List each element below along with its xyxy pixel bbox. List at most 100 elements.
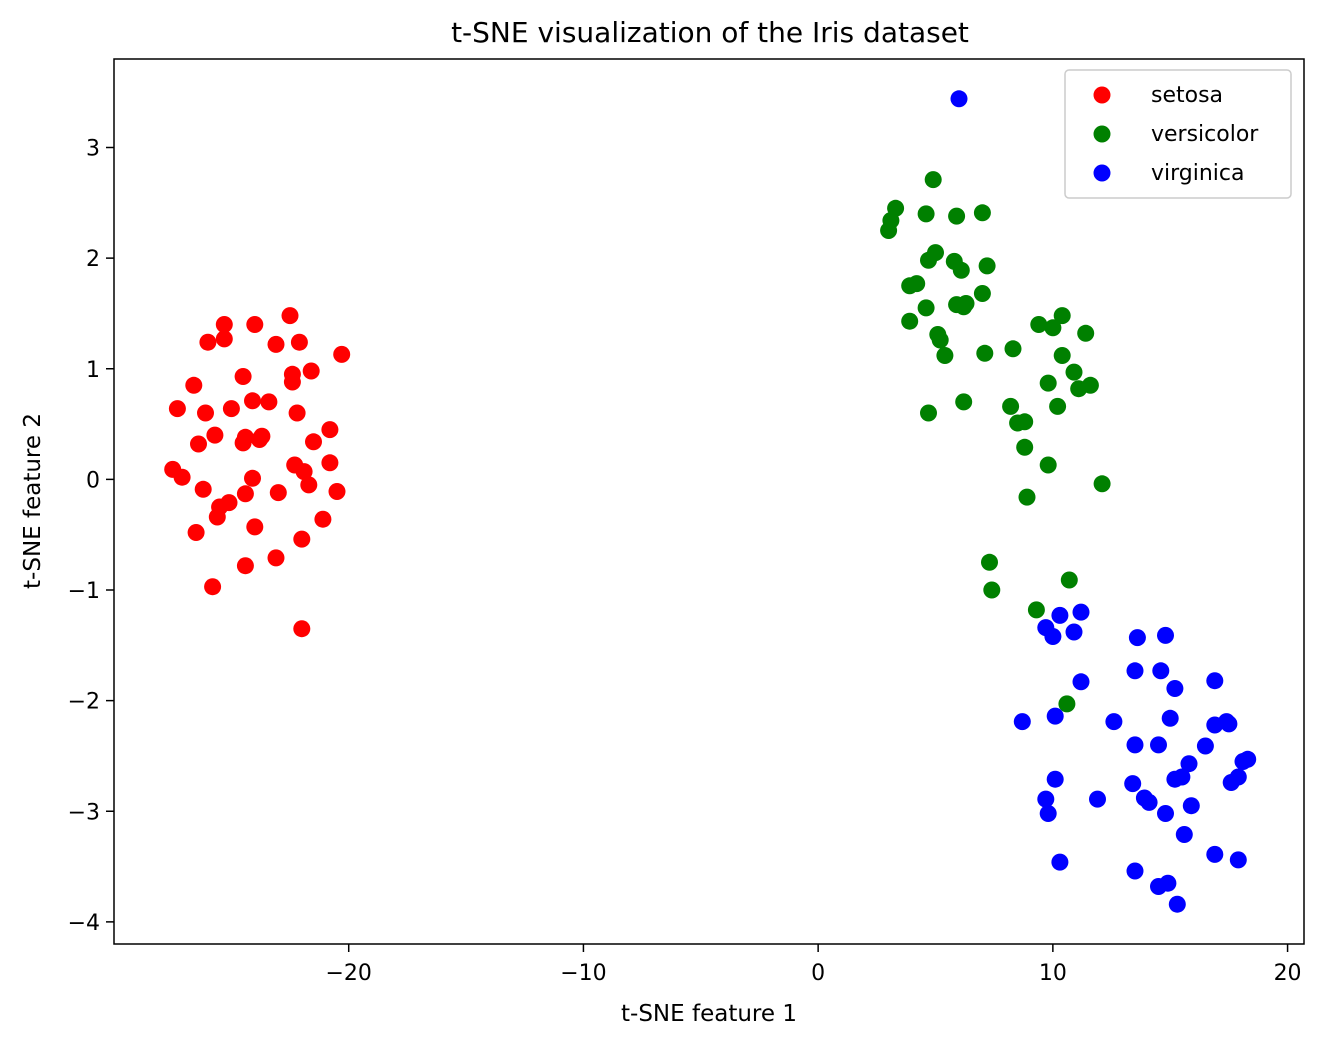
point-versicolor-22: [936, 347, 954, 364]
point-setosa-33: [300, 476, 318, 494]
y-axis-label: t-SNE feature 2: [20, 413, 46, 589]
point-setosa-2: [246, 316, 264, 333]
legend-marker-virginica: [1093, 164, 1111, 182]
point-virginica-31: [1229, 768, 1247, 786]
point-versicolor-23: [976, 344, 994, 362]
point-setosa-30: [244, 469, 261, 487]
point-versicolor-18: [973, 285, 991, 302]
point-virginica-23: [1180, 755, 1198, 773]
x-tick-label: 20: [1274, 961, 1302, 986]
point-versicolor-11: [978, 257, 996, 275]
point-versicolor-34: [1049, 397, 1067, 415]
point-setosa-11: [234, 368, 252, 385]
point-versicolor-0: [924, 171, 942, 189]
point-setosa-29: [173, 468, 191, 486]
point-setosa-46: [236, 557, 254, 575]
point-virginica-27: [1124, 775, 1142, 793]
y-tick-label: −4: [68, 911, 100, 936]
point-versicolor-48: [1058, 695, 1076, 713]
point-versicolor-39: [1016, 413, 1034, 431]
point-virginica-6: [1128, 629, 1146, 647]
point-setosa-36: [236, 485, 254, 503]
point-setosa-8: [302, 362, 320, 380]
point-virginica-11: [1072, 673, 1090, 691]
point-virginica-2: [1044, 628, 1062, 645]
point-setosa-34: [328, 483, 346, 500]
point-versicolor-5: [948, 207, 966, 225]
y-tick-label: −1: [68, 579, 100, 604]
point-setosa-20: [206, 426, 224, 444]
point-setosa-10: [283, 373, 301, 391]
point-versicolor-4: [917, 205, 935, 223]
point-setosa-15: [222, 400, 240, 418]
point-versicolor-42: [1018, 488, 1036, 506]
point-versicolor-29: [1053, 347, 1071, 364]
point-setosa-12: [185, 376, 203, 394]
point-setosa-3: [199, 333, 217, 351]
x-tick-label: 0: [811, 961, 825, 986]
point-virginica-40: [1206, 845, 1224, 863]
point-setosa-16: [244, 392, 261, 410]
x-axis-label: t-SNE feature 1: [621, 1001, 797, 1027]
point-setosa-26: [321, 421, 339, 439]
point-versicolor-28: [1077, 324, 1095, 342]
point-virginica-42: [1051, 853, 1069, 871]
point-virginica-8: [1126, 662, 1144, 680]
point-virginica-7: [1157, 626, 1174, 644]
point-versicolor-14: [917, 299, 935, 317]
point-versicolor-27: [1053, 307, 1071, 325]
point-versicolor-46: [1060, 571, 1078, 589]
point-setosa-27: [321, 454, 339, 472]
legend-label-setosa: setosa: [1151, 83, 1223, 108]
point-versicolor-41: [1039, 456, 1057, 474]
y-tick-label: 3: [86, 137, 100, 162]
point-setosa-17: [260, 393, 278, 411]
point-versicolor-35: [955, 393, 973, 411]
x-tick-label: 10: [1039, 961, 1067, 986]
point-virginica-3: [1051, 606, 1069, 624]
legend-label-virginica: virginica: [1151, 161, 1245, 186]
point-virginica-19: [1220, 715, 1238, 733]
legend: setosa versicolor virginica: [1064, 69, 1292, 199]
point-versicolor-19: [901, 312, 919, 330]
point-setosa-41: [314, 510, 332, 528]
point-versicolor-33: [1039, 374, 1057, 392]
point-virginica-41: [1229, 851, 1247, 869]
legend-marker-setosa: [1093, 86, 1111, 104]
point-virginica-29: [1173, 768, 1191, 786]
point-virginica-9: [1152, 662, 1170, 680]
point-setosa-35: [194, 480, 212, 498]
point-setosa-48: [293, 620, 311, 638]
point-virginica-5: [1072, 603, 1090, 621]
point-virginica-10: [1206, 672, 1224, 690]
point-virginica-46: [1168, 895, 1186, 913]
y-tick-label: −3: [68, 800, 100, 825]
point-versicolor-17: [955, 298, 973, 316]
point-setosa-43: [187, 524, 205, 541]
point-setosa-37: [269, 484, 287, 502]
point-versicolor-6: [973, 204, 991, 222]
point-setosa-6: [290, 333, 308, 351]
point-virginica-22: [1196, 737, 1214, 755]
y-tick-label: 0: [86, 468, 100, 493]
point-setosa-40: [208, 508, 226, 526]
legend-label-versicolor: versicolor: [1151, 122, 1259, 147]
point-versicolor-40: [1016, 438, 1034, 456]
point-setosa-14: [197, 404, 214, 422]
point-virginica-33: [1089, 790, 1106, 808]
legend-marker-versicolor: [1093, 125, 1111, 143]
point-versicolor-43: [1093, 475, 1111, 493]
y-tick-label: 1: [86, 358, 100, 383]
point-virginica-20: [1126, 736, 1144, 754]
point-versicolor-8: [920, 251, 937, 269]
points-layer: [164, 90, 1257, 913]
point-setosa-44: [293, 530, 311, 548]
point-setosa-5: [267, 335, 285, 353]
point-setosa-47: [204, 578, 222, 596]
point-versicolor-25: [1030, 316, 1048, 333]
chart-title: t-SNE visualization of the Iris dataset: [451, 16, 969, 49]
point-virginica-32: [1037, 790, 1055, 808]
point-virginica-45: [1159, 874, 1177, 892]
point-virginica-14: [1046, 707, 1064, 725]
